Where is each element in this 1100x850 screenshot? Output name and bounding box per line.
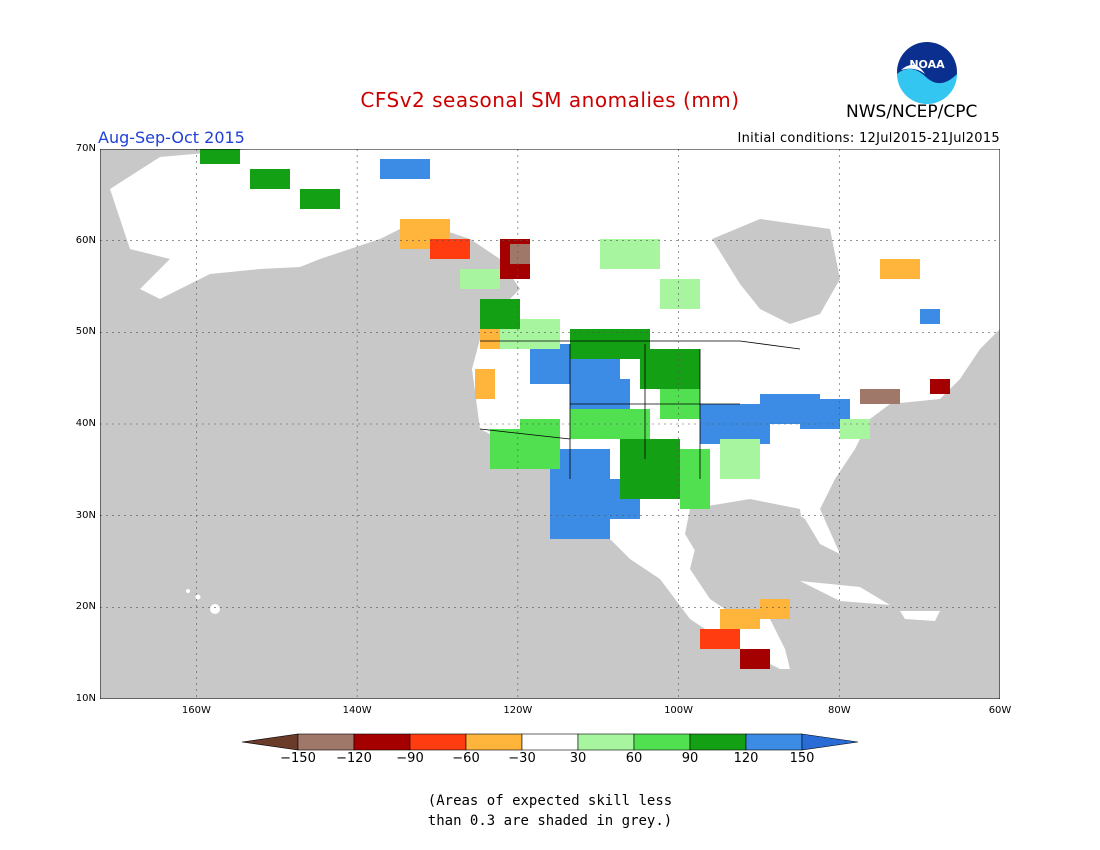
anomaly-cell xyxy=(300,189,340,209)
legend-swatch xyxy=(297,733,355,751)
season-label: Aug-Sep-Oct 2015 xyxy=(98,128,245,147)
anomaly-cell xyxy=(520,419,560,469)
anomaly-cells xyxy=(200,149,950,669)
anomaly-map xyxy=(100,149,1000,699)
hispaniola-island xyxy=(900,611,940,621)
skill-note: (Areas of expected skill less than 0.3 a… xyxy=(0,791,1100,831)
longitude-label: 140W xyxy=(342,705,372,716)
anomaly-cell xyxy=(920,309,940,324)
land-masses xyxy=(110,149,1000,669)
legend-label: 90 xyxy=(681,751,699,766)
longitude-label: 60W xyxy=(988,705,1012,716)
skill-note-line-2: than 0.3 are shaded in grey.) xyxy=(427,813,673,829)
latitude-label: 50N xyxy=(75,326,96,338)
anomaly-cell xyxy=(570,379,630,409)
legend-swatch xyxy=(745,733,803,751)
anomaly-cell xyxy=(600,239,660,269)
anomaly-cell xyxy=(250,169,290,189)
anomaly-cell xyxy=(700,629,740,649)
anomaly-cell xyxy=(475,369,495,399)
anomaly-cell xyxy=(480,329,500,349)
anomaly-cell xyxy=(840,419,870,439)
longitude-label: 160W xyxy=(181,705,211,716)
anomaly-cell xyxy=(620,439,680,499)
agency-label: NWS/NCEP/CPC xyxy=(846,102,978,122)
legend-label: 120 xyxy=(733,751,759,766)
latitude-label: 60N xyxy=(75,234,96,246)
anomaly-cell xyxy=(680,449,710,509)
anomaly-cell xyxy=(430,239,470,259)
legend-label: 150 xyxy=(789,751,815,766)
anomaly-cell xyxy=(200,149,240,164)
legend-label: −150 xyxy=(280,751,316,766)
anomaly-cell xyxy=(510,244,530,264)
legend-swatch xyxy=(801,733,859,751)
anomaly-cell xyxy=(740,649,770,669)
legend-label: 30 xyxy=(569,751,587,766)
anomaly-cell xyxy=(760,599,790,619)
legend-swatch xyxy=(689,733,747,751)
anomaly-cell xyxy=(660,279,700,309)
legend-label: −90 xyxy=(396,751,424,766)
svg-text:NOAA: NOAA xyxy=(909,58,945,71)
anomaly-cell xyxy=(460,269,500,289)
legend-label: 60 xyxy=(625,751,643,766)
anomaly-cell xyxy=(380,159,430,179)
longitude-label: 120W xyxy=(503,705,533,716)
color-legend-bar xyxy=(241,733,859,751)
initial-conditions-label: Initial conditions: 12Jul2015-21Jul2015 xyxy=(737,131,1000,146)
legend-swatch xyxy=(577,733,635,751)
legend-swatch xyxy=(241,733,299,751)
longitude-label: 80W xyxy=(827,705,851,716)
gulf-of-mexico xyxy=(685,499,805,569)
latitude-label: 10N xyxy=(75,693,96,704)
boundary-lines xyxy=(479,340,801,479)
anomaly-cell xyxy=(860,389,900,404)
anomaly-cell xyxy=(700,404,770,444)
legend-swatch xyxy=(353,733,411,751)
latitude-label: 30N xyxy=(75,509,96,521)
cuba-island xyxy=(800,581,890,605)
latitude-label: 70N xyxy=(75,143,96,154)
grid-lines xyxy=(100,149,1000,699)
legend-swatch xyxy=(409,733,467,751)
latitude-label: 40N xyxy=(75,418,96,429)
anomaly-cell xyxy=(480,299,520,329)
skill-note-line-1: (Areas of expected skill less xyxy=(427,793,673,809)
chart-title: CFSv2 seasonal SM anomalies (mm) xyxy=(360,88,740,112)
legend-label: −120 xyxy=(336,751,372,766)
legend-label: −60 xyxy=(452,751,480,766)
anomaly-cell xyxy=(720,439,760,479)
legend-label: −30 xyxy=(508,751,536,766)
longitude-label: 100W xyxy=(664,705,694,716)
anomaly-cell xyxy=(880,259,920,279)
anomaly-cell xyxy=(490,429,520,469)
latitude-label: 20N xyxy=(75,601,96,613)
anomaly-cell xyxy=(720,609,760,629)
anomaly-cell xyxy=(930,379,950,394)
hudson-bay xyxy=(712,219,840,324)
legend-swatch xyxy=(465,733,523,751)
noaa-logo: NOAA xyxy=(897,42,957,104)
anomaly-cell xyxy=(570,329,650,359)
legend-swatch xyxy=(521,733,579,751)
legend-swatch xyxy=(633,733,691,751)
